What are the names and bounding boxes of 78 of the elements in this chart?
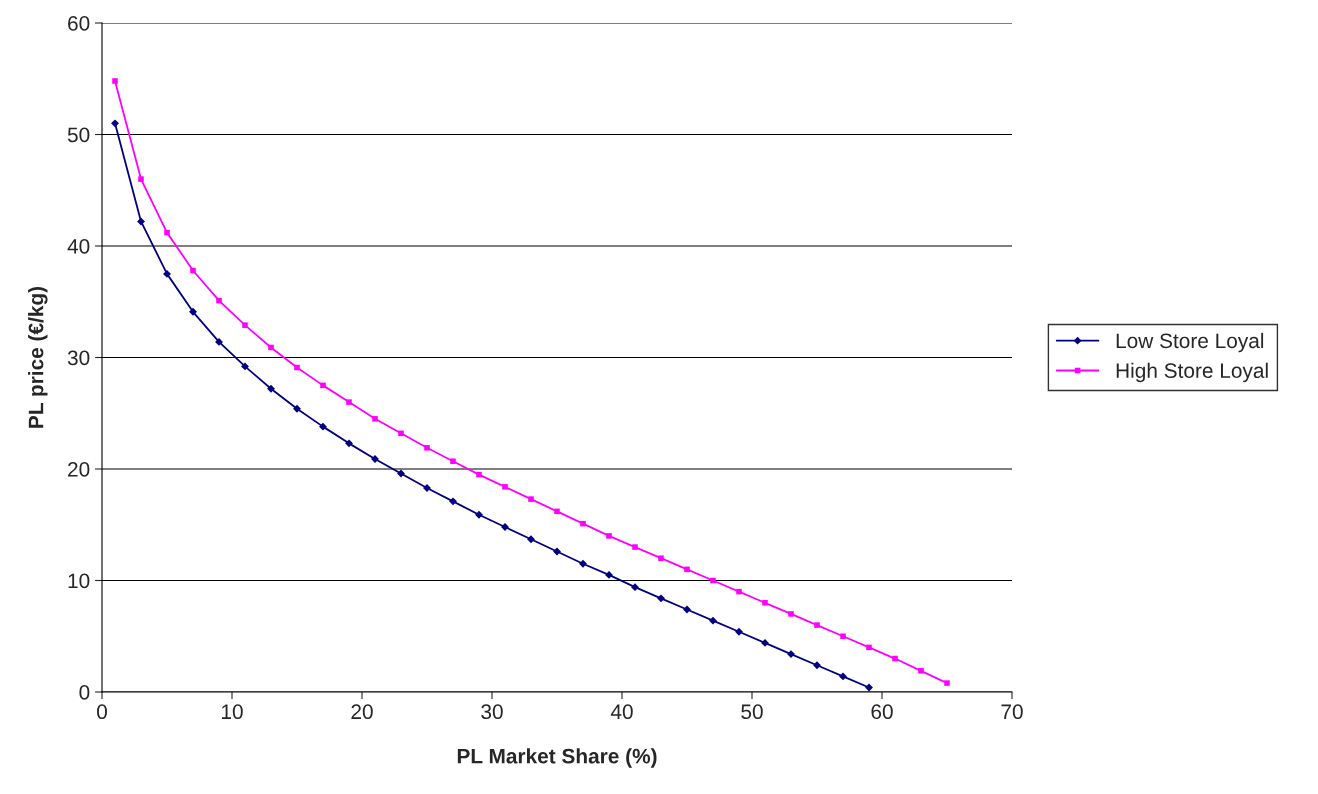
point bbox=[658, 555, 664, 561]
point bbox=[944, 680, 950, 686]
point bbox=[580, 520, 586, 527]
point bbox=[138, 176, 144, 182]
point bbox=[892, 655, 898, 662]
point bbox=[320, 382, 326, 389]
legend-label: High Store Loyal bbox=[1116, 362, 1268, 383]
point bbox=[398, 430, 404, 437]
point bbox=[424, 445, 430, 451]
point bbox=[163, 269, 171, 278]
point bbox=[111, 119, 119, 128]
y-tick-label: 0 bbox=[79, 685, 90, 700]
point bbox=[865, 683, 873, 692]
point bbox=[579, 559, 587, 568]
point bbox=[241, 362, 249, 371]
point bbox=[710, 577, 716, 584]
point bbox=[787, 650, 795, 659]
y-tick-label: 30 bbox=[67, 350, 90, 366]
y-axis-title: PL price (€/kg) bbox=[28, 286, 48, 428]
x-tick-label: 60 bbox=[871, 704, 893, 720]
point bbox=[840, 633, 846, 640]
point bbox=[319, 422, 327, 431]
point bbox=[866, 644, 872, 651]
point bbox=[918, 668, 924, 674]
point bbox=[788, 611, 794, 617]
point bbox=[189, 307, 197, 316]
point bbox=[631, 583, 639, 592]
point bbox=[605, 571, 613, 579]
point bbox=[813, 661, 821, 670]
point bbox=[372, 416, 378, 422]
point bbox=[476, 471, 482, 478]
point bbox=[242, 322, 248, 328]
point bbox=[293, 404, 301, 413]
point bbox=[554, 508, 560, 515]
point bbox=[814, 622, 820, 628]
x-tick-label: 30 bbox=[481, 704, 503, 720]
point bbox=[735, 627, 743, 636]
x-tick-label: 50 bbox=[741, 704, 763, 720]
point bbox=[397, 469, 405, 478]
point bbox=[528, 496, 534, 502]
y-tick-label: 40 bbox=[67, 239, 90, 254]
x-tick-label: 0 bbox=[97, 704, 107, 720]
point bbox=[294, 364, 300, 371]
point bbox=[684, 566, 690, 573]
point bbox=[215, 337, 223, 346]
point bbox=[762, 600, 768, 606]
point bbox=[267, 384, 275, 393]
point bbox=[475, 510, 483, 519]
point bbox=[683, 605, 691, 614]
point bbox=[268, 344, 274, 351]
point bbox=[112, 78, 118, 84]
legend-label: Low Store Loyal bbox=[1116, 332, 1264, 353]
point bbox=[346, 399, 352, 405]
point bbox=[839, 672, 847, 681]
y-tick-label: 60 bbox=[68, 16, 90, 31]
point bbox=[709, 616, 717, 625]
point bbox=[527, 535, 535, 544]
point bbox=[736, 588, 742, 595]
point bbox=[190, 267, 196, 274]
point bbox=[164, 229, 170, 236]
x-tick-label: 40 bbox=[610, 704, 633, 720]
point bbox=[657, 594, 665, 603]
point bbox=[606, 533, 612, 539]
point bbox=[632, 544, 638, 550]
point bbox=[553, 547, 561, 556]
point bbox=[216, 297, 222, 304]
point bbox=[137, 217, 145, 226]
point bbox=[449, 497, 457, 506]
x-tick-label: 70 bbox=[1001, 704, 1023, 720]
point bbox=[450, 458, 456, 464]
point bbox=[345, 439, 353, 448]
y-tick-label: 10 bbox=[68, 573, 90, 589]
y-tick-label: 50 bbox=[67, 127, 90, 143]
point bbox=[502, 484, 508, 490]
x-tick-label: 20 bbox=[351, 704, 373, 720]
y-tick-label: 20 bbox=[68, 462, 90, 477]
x-tick-label: 10 bbox=[222, 704, 243, 720]
x-axis-title: PL Market Share (%) bbox=[457, 748, 657, 768]
